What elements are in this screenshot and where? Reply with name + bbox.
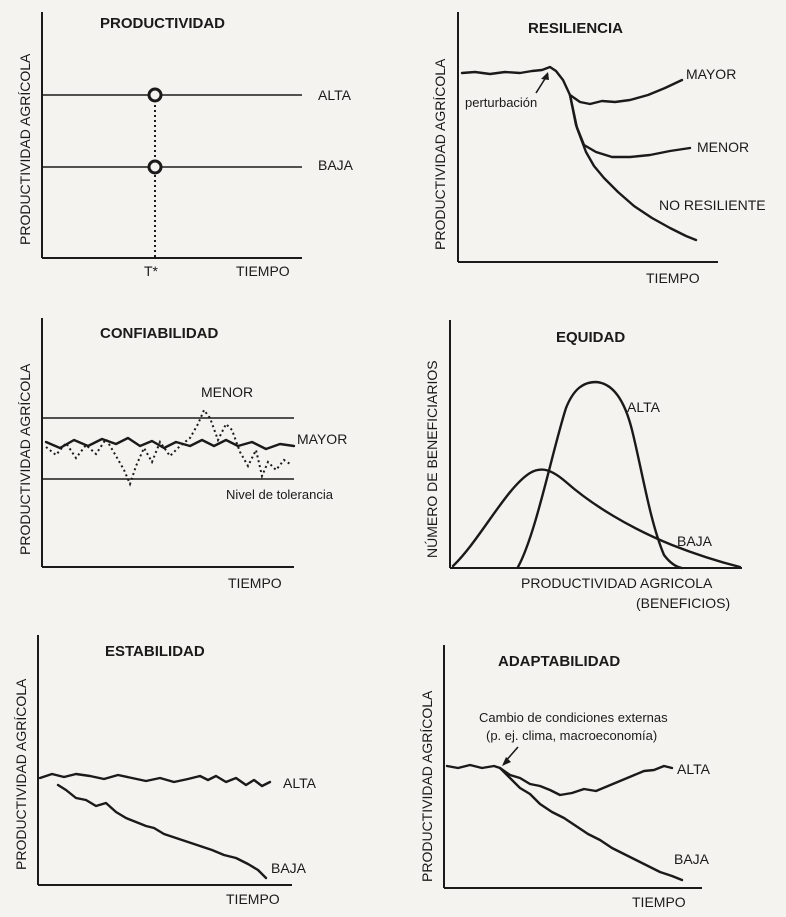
panel-title: ESTABILIDAD bbox=[105, 643, 205, 660]
major-label: MAYOR bbox=[686, 66, 736, 82]
change-label-line1: Cambio de condiciones externas bbox=[479, 710, 668, 725]
y-axis-label: PRODUCTIVIDAD AGRÍCOLA bbox=[432, 58, 448, 250]
low-equity-curve bbox=[451, 468, 742, 569]
not-resilient-curve bbox=[568, 93, 698, 242]
minor-label: MENOR bbox=[697, 139, 749, 155]
x-axis-label: TIEMPO bbox=[228, 575, 282, 591]
high-stability-curve bbox=[38, 772, 272, 788]
y-axis-label: PRODUCTIVIDAD AGRÍCOLA bbox=[13, 678, 29, 870]
y-axis-label: PRODUCTIVIDAD AGRÍCOLA bbox=[419, 690, 435, 882]
x-axis-label: TIEMPO bbox=[632, 894, 686, 910]
high-label: ALTA bbox=[318, 87, 352, 103]
panel-estabilidad: ESTABILIDAD PRODUCTIVIDAD AGRÍCOLA ALTA … bbox=[13, 635, 317, 907]
minor-label: MENOR bbox=[201, 384, 253, 400]
x-axis-label: TIEMPO bbox=[646, 270, 700, 286]
major-label: MAYOR bbox=[297, 431, 347, 447]
panel-equidad: EQUIDAD NÚMERO DE BENEFICIARIOS ALTA BAJ… bbox=[424, 320, 742, 611]
pre-disturbance-curve bbox=[460, 65, 572, 97]
not-resilient-label: NO RESILIENTE bbox=[659, 197, 766, 213]
high-equity-curve bbox=[516, 380, 684, 570]
y-axis-label: PRODUCTIVIDAD AGRÍCOLA bbox=[17, 53, 33, 245]
panel-confiabilidad: CONFIABILIDAD PRODUCTIVIDAD AGRÍCOLA MEN… bbox=[17, 318, 347, 591]
high-label: ALTA bbox=[283, 775, 317, 791]
disturbance-label: perturbación bbox=[465, 95, 537, 110]
pre-change-curve bbox=[445, 763, 502, 770]
change-label-line2: (p. ej. clima, macroeconomía) bbox=[486, 728, 657, 743]
panel-title: PRODUCTIVIDAD bbox=[100, 15, 225, 32]
major-reliability-curve bbox=[44, 436, 296, 451]
low-adaptability-curve bbox=[498, 766, 684, 882]
disturbance-arrowhead bbox=[541, 72, 549, 80]
low-stability-curve bbox=[56, 783, 268, 880]
x-axis-sublabel: (BENEFICIOS) bbox=[636, 595, 730, 611]
x-axis-label: TIEMPO bbox=[226, 891, 280, 907]
y-axis-label: NÚMERO DE BENEFICIARIOS bbox=[424, 360, 440, 558]
change-arrowhead bbox=[502, 757, 511, 766]
tolerance-label: Nivel de tolerancia bbox=[226, 487, 334, 502]
minor-reliability-curve bbox=[45, 408, 291, 487]
high-adaptability-curve bbox=[498, 764, 674, 797]
panel-title: ADAPTABILIDAD bbox=[498, 653, 620, 670]
panel-title: RESILIENCIA bbox=[528, 20, 623, 37]
high-point bbox=[147, 87, 163, 103]
x-axis-label: TIEMPO bbox=[236, 263, 290, 279]
panel-title: EQUIDAD bbox=[556, 329, 625, 346]
t-star-label: T* bbox=[144, 263, 159, 279]
high-label: ALTA bbox=[627, 399, 661, 415]
low-label: BAJA bbox=[318, 157, 354, 173]
low-point bbox=[147, 159, 163, 175]
low-label: BAJA bbox=[677, 533, 713, 549]
panel-productividad: PRODUCTIVIDAD PRODUCTIVIDAD AGRÍCOLA ALT… bbox=[17, 12, 354, 279]
panel-title: CONFIABILIDAD bbox=[100, 325, 218, 342]
panel-adaptabilidad: ADAPTABILIDAD PRODUCTIVIDAD AGRÍCOLA Cam… bbox=[419, 645, 711, 910]
low-label: BAJA bbox=[271, 860, 307, 876]
x-axis-label: PRODUCTIVIDAD AGRICOLA bbox=[521, 575, 713, 591]
high-label: ALTA bbox=[677, 761, 711, 777]
panel-resiliencia: RESILIENCIA PRODUCTIVIDAD AGRÍCOLA pertu… bbox=[432, 12, 766, 286]
y-axis-label: PRODUCTIVIDAD AGRÍCOLA bbox=[17, 363, 33, 555]
major-resilience-curve bbox=[568, 78, 684, 106]
low-label: BAJA bbox=[674, 851, 710, 867]
